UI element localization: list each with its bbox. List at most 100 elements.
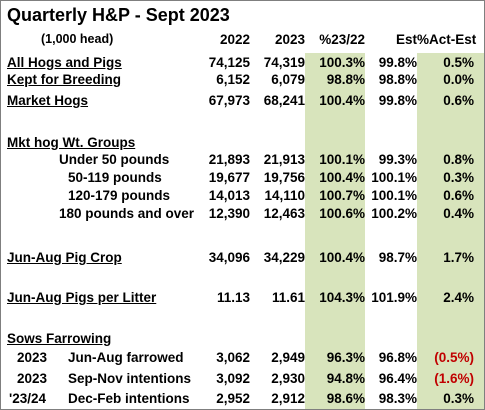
value-estimate: 100.2%	[371, 206, 417, 221]
row-label: Under 50 pounds	[59, 152, 170, 167]
value-2022: 3,062	[216, 350, 250, 365]
row-label: Sep-Nov intentions	[68, 371, 192, 386]
table-row: 180 pounds and over 12,390 12,463 100.6%…	[1, 203, 484, 224]
pct-change-highlight	[305, 53, 365, 409]
value-2022: 12,390	[208, 206, 250, 221]
value-act-est: 0.5%	[443, 55, 474, 70]
value-act-est: 0.6%	[443, 188, 474, 203]
value-estimate: 100.1%	[371, 170, 417, 185]
header-2022: 2022	[219, 32, 250, 47]
value-act-est: 0.3%	[443, 170, 474, 185]
value-estimate: 99.8%	[378, 93, 417, 108]
value-2023: 2,912	[271, 391, 305, 406]
value-act-est: 0.6%	[443, 93, 474, 108]
value-pct-change: 100.7%	[319, 188, 365, 203]
value-estimate: 99.8%	[378, 55, 417, 70]
row-label: Market Hogs	[7, 93, 89, 108]
value-act-est-negative: (0.5%)	[434, 350, 474, 365]
value-2022: 11.13	[216, 290, 250, 305]
row-label: Kept for Breeding	[7, 72, 122, 87]
value-estimate: 96.4%	[378, 371, 417, 386]
value-estimate: 101.9%	[371, 290, 417, 305]
value-2023: 21,913	[263, 152, 305, 167]
table-row: Kept for Breeding 6,152 6,079 98.8% 98.8…	[1, 69, 484, 90]
row-year: '23/24	[9, 391, 46, 406]
value-2023: 2,949	[271, 350, 305, 365]
value-pct-change: 100.4%	[319, 250, 365, 265]
value-2022: 74,125	[208, 55, 250, 70]
table-row: 2023 Sep-Nov intentions 3,092 2,930 94.8…	[1, 368, 484, 389]
act-est-highlight	[417, 53, 484, 409]
value-act-est: 2.4%	[443, 290, 474, 305]
value-act-est-negative: (1.6%)	[434, 371, 474, 386]
row-label: 120-179 pounds	[68, 188, 171, 203]
value-pct-change: 100.4%	[319, 93, 365, 108]
section-heading-row: Sows Farrowing	[1, 328, 484, 349]
value-estimate: 99.3%	[378, 152, 417, 167]
value-2022: 19,677	[208, 170, 250, 185]
value-pct-change: 98.8%	[326, 72, 365, 87]
unit-label: (1,000 head)	[41, 32, 114, 46]
value-estimate: 98.3%	[378, 391, 417, 406]
row-label: Jun-Aug Pigs per Litter	[7, 290, 157, 305]
header-act-est: %Act-Est	[417, 32, 477, 47]
value-pct-change: 100.1%	[319, 152, 365, 167]
value-2022: 21,893	[208, 152, 250, 167]
table-row: Jun-Aug Pig Crop 34,096 34,229 100.4% 98…	[1, 247, 484, 268]
row-label: All Hogs and Pigs	[7, 55, 122, 70]
value-estimate: 98.8%	[378, 72, 417, 87]
row-label: Jun-Aug farrowed	[68, 350, 184, 365]
value-2023: 74,319	[263, 55, 305, 70]
table-row: 2023 Jun-Aug farrowed 3,062 2,949 96.3% …	[1, 347, 484, 368]
value-2022: 14,013	[208, 188, 250, 203]
value-2022: 34,096	[208, 250, 250, 265]
row-label: Dec-Feb intentions	[68, 391, 190, 406]
table-row: Jun-Aug Pigs per Litter 11.13 11.61 104.…	[1, 287, 484, 308]
value-estimate: 98.7%	[378, 250, 417, 265]
header-estimate: Est	[395, 32, 417, 47]
value-2023: 68,241	[263, 93, 305, 108]
table-row: 120-179 pounds 14,013 14,110 100.7% 100.…	[1, 185, 484, 206]
report-title: Quarterly H&P - Sept 2023	[7, 5, 230, 25]
value-2023: 34,229	[263, 250, 305, 265]
value-2023: 11.61	[271, 290, 305, 305]
table-row: Market Hogs 67,973 68,241 100.4% 99.8% 0…	[1, 90, 484, 111]
row-label: 180 pounds and over	[59, 206, 195, 221]
table-row: All Hogs and Pigs 74,125 74,319 100.3% 9…	[1, 52, 484, 73]
value-act-est: 0.0%	[443, 72, 474, 87]
value-2022: 6,152	[216, 72, 250, 87]
value-pct-change: 100.4%	[319, 170, 365, 185]
value-2022: 2,952	[216, 391, 250, 406]
table-row: '23/24 Dec-Feb intentions 2,952 2,912 98…	[1, 388, 484, 409]
value-act-est: 0.4%	[443, 206, 474, 221]
value-estimate: 100.1%	[371, 188, 417, 203]
header-row: (1,000 head) 2022 2023 %23/22 Est %Act-E…	[1, 29, 484, 50]
value-pct-change: 100.3%	[319, 55, 365, 70]
value-act-est: 1.7%	[443, 250, 474, 265]
value-pct-change: 104.3%	[319, 290, 365, 305]
row-label: Jun-Aug Pig Crop	[7, 250, 122, 265]
value-pct-change: 100.6%	[319, 206, 365, 221]
section-heading: Mkt hog Wt. Groups	[7, 135, 136, 150]
row-year: 2023	[17, 371, 48, 386]
value-pct-change: 96.3%	[326, 350, 365, 365]
section-heading: Sows Farrowing	[7, 331, 112, 346]
value-2023: 19,756	[263, 170, 305, 185]
row-year: 2023	[17, 350, 48, 365]
value-act-est: 0.3%	[443, 391, 474, 406]
table-row: Under 50 pounds 21,893 21,913 100.1% 99.…	[1, 149, 484, 170]
value-2023: 6,079	[271, 72, 305, 87]
value-2023: 14,110	[264, 188, 305, 203]
value-estimate: 96.8%	[378, 350, 417, 365]
value-2023: 2,930	[271, 371, 305, 386]
table-row: 50-119 pounds 19,677 19,756 100.4% 100.1…	[1, 167, 484, 188]
value-pct-change: 98.6%	[326, 391, 365, 406]
value-2022: 67,973	[208, 93, 250, 108]
value-act-est: 0.8%	[443, 152, 474, 167]
value-pct-change: 94.8%	[326, 371, 365, 386]
header-2023: 2023	[274, 32, 305, 47]
value-2022: 3,092	[216, 371, 250, 386]
header-pct-change: %23/22	[319, 32, 365, 47]
value-2023: 12,463	[263, 206, 305, 221]
